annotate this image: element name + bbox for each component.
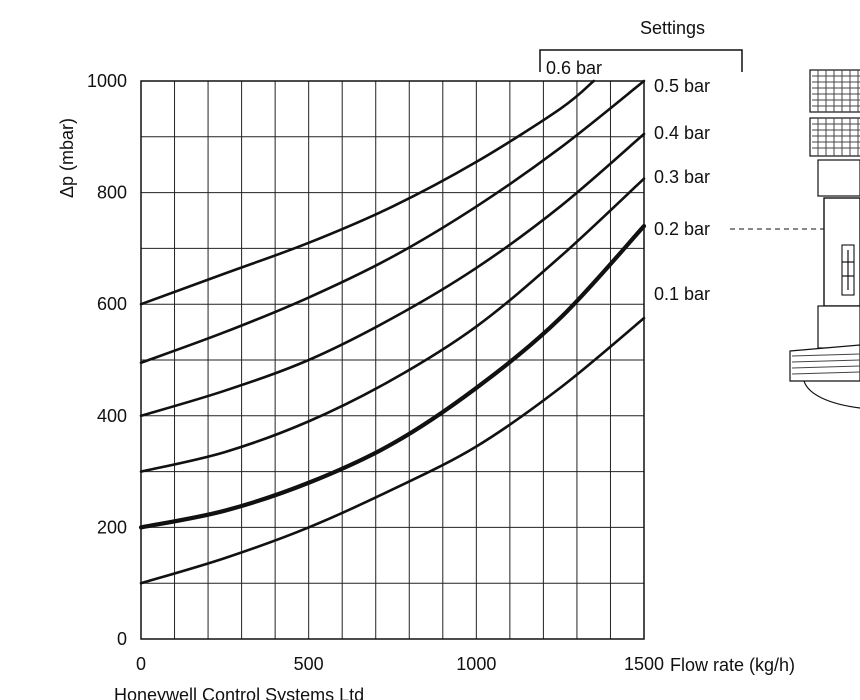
series-label-layer: 0.1 bar 0.2 bar 0.3 bar 0.4 bar 0.5 bar 0.6 b… <box>546 58 710 304</box>
footer-caption-fragment: Honeywell Control Systems Ltd <box>114 685 364 700</box>
series-line-0-6-bar <box>139 79 595 306</box>
valve-illustration-icon <box>789 69 860 409</box>
y-tick-label: 200 <box>97 517 127 537</box>
x-tick-label: 1500 <box>624 654 664 674</box>
settings-group: Settings <box>539 18 743 72</box>
y-tick-label: 1000 <box>87 71 127 91</box>
plot-frame <box>140 80 645 640</box>
x-tick-label: 0 <box>136 654 146 674</box>
settings-label: Settings <box>640 18 705 38</box>
series-line-0-1-bar <box>139 316 646 585</box>
series-label-0-4-bar: 0.4 bar <box>654 123 710 143</box>
series-label-0-5-bar: 0.5 bar <box>654 76 710 96</box>
tick-layer: 0 500 1000 1500 0 200 400 600 800 1000 <box>87 71 664 674</box>
series-line-0-4-bar <box>139 132 646 418</box>
x-tick-label: 1000 <box>456 654 496 674</box>
y-tick-label: 600 <box>97 294 127 314</box>
series-label-0-3-bar: 0.3 bar <box>654 167 710 187</box>
series-label-0-1-bar: 0.1 bar <box>654 284 710 304</box>
grid-layer <box>140 80 645 640</box>
x-axis-label: Flow rate (kg/h) <box>670 655 795 675</box>
curve-layer <box>138 79 647 585</box>
series-label-0-2-bar: 0.2 bar <box>654 219 710 239</box>
series-line-0-3-bar <box>139 177 646 473</box>
y-tick-label: 800 <box>97 183 127 203</box>
series-label-0-6-bar: 0.6 bar <box>546 58 602 78</box>
settings-bracket <box>539 49 743 72</box>
x-tick-label: 500 <box>294 654 324 674</box>
y-tick-label: 400 <box>97 406 127 426</box>
series-line-0-2-bar <box>138 223 647 530</box>
y-axis-label: Δp (mbar) <box>57 118 77 198</box>
y-tick-label: 0 <box>117 629 127 649</box>
series-line-0-5-bar <box>139 79 646 365</box>
